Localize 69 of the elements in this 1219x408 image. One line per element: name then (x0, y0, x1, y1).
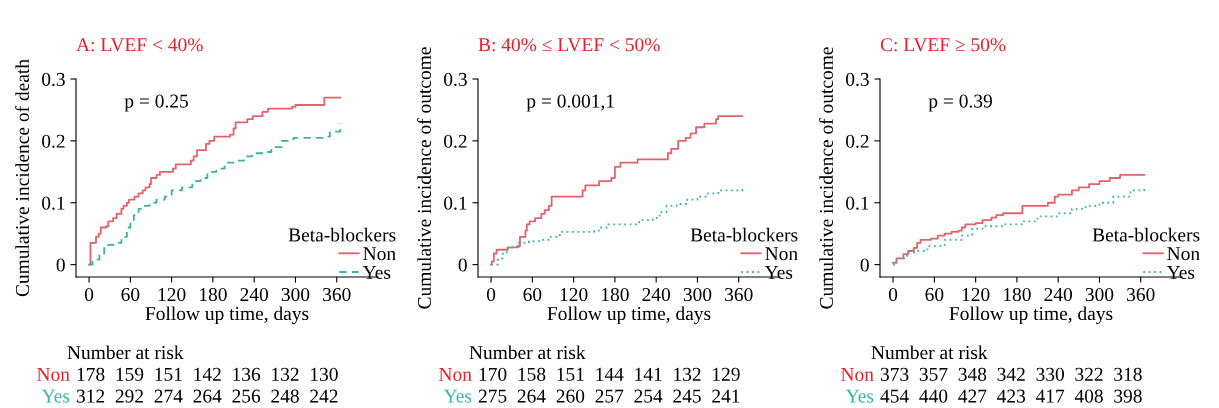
x-axis-title: Follow up time, days (145, 306, 309, 325)
y-tick-label: 0.3 (846, 72, 869, 87)
y-tick-label: 0 (56, 258, 65, 272)
x-tick-label: 0 (888, 287, 898, 302)
text: Number at risk (67, 345, 184, 360)
y-axis-title: Cumulative incidence of outcome (819, 47, 833, 309)
x-tick-label: 120 (158, 287, 186, 302)
legend-label: Yes (764, 266, 793, 279)
x-tick-label: 60 (925, 287, 944, 302)
x-tick-label: 180 (602, 287, 629, 302)
text: Yes (443, 389, 472, 403)
chart-title: B: 40% ≤ LVEF < 50% (478, 38, 660, 52)
x-tick-label: 360 (323, 287, 351, 302)
legend-title: Beta-blockers (288, 227, 396, 242)
y-tick-label: 0 (860, 258, 869, 272)
y-tick-label: 0.3 (42, 72, 65, 87)
text: Yes (845, 389, 874, 403)
x-axis-title: Follow up time, days (949, 306, 1113, 325)
annotation: p = 0.39 (928, 94, 992, 112)
annotation: p = 0.001,1 (526, 94, 614, 112)
x-tick-label: 240 (642, 287, 671, 302)
chart-title: A: LVEF < 40% (76, 38, 203, 52)
legend-title: Beta-blockers (690, 227, 798, 242)
x-tick-label: 300 (683, 287, 712, 302)
y-tick-label: 0.1 (444, 196, 467, 210)
legend-label: Yes (1166, 266, 1195, 279)
text: Number at risk (871, 345, 988, 360)
x-tick-label: 120 (962, 287, 990, 302)
x-tick-label: 60 (523, 287, 542, 302)
y-tick-label: 0 (458, 258, 467, 272)
legend-title: Beta-blockers (1092, 227, 1200, 242)
x-tick-label: 240 (1044, 287, 1073, 302)
x-tick-label: 60 (121, 287, 140, 302)
x-tick-label: 120 (560, 287, 588, 302)
x-tick-label: 180 (1004, 287, 1031, 302)
x-tick-label: 300 (1085, 287, 1114, 302)
x-tick-label: 360 (1127, 287, 1155, 302)
y-tick-label: 0.2 (444, 134, 467, 148)
y-axis-title: Cumulative incidence of outcome (417, 47, 431, 309)
text: 178 159 151 142 136 132 130 (77, 367, 338, 381)
x-axis-title: Follow up time, days (547, 306, 711, 325)
text: 312 292 274 264 256 248 242 (76, 389, 338, 403)
y-tick-label: 0.3 (444, 72, 467, 87)
legend-label: Non (363, 247, 396, 261)
chart-title: C: LVEF ≥ 50% (880, 38, 1006, 52)
x-tick-label: 0 (84, 287, 94, 302)
x-tick-label: 360 (725, 287, 753, 302)
text: Number at risk (469, 345, 586, 360)
text: Non (37, 367, 70, 381)
x-tick-label: 180 (200, 287, 227, 302)
legend-label: Yes (362, 266, 391, 279)
y-axis-title: Cumulative incidence of death (15, 59, 29, 297)
y-tick-label: 0.2 (42, 134, 65, 148)
text: 170 158 151 144 141 132 129 (479, 367, 740, 381)
y-tick-label: 0.1 (846, 196, 869, 210)
text: Non (439, 367, 472, 381)
y-tick-label: 0.1 (42, 196, 65, 210)
x-tick-label: 300 (281, 287, 310, 302)
text: 275 264 260 257 254 245 241 (478, 389, 740, 403)
annotation: p = 0.25 (124, 94, 188, 112)
legend-label: Non (765, 247, 798, 261)
text: Non (841, 367, 874, 381)
text: 373 357 348 342 330 322 318 (880, 367, 1142, 381)
text: Yes (41, 389, 70, 403)
y-tick-label: 0.2 (846, 134, 869, 148)
x-tick-label: 0 (486, 287, 496, 302)
legend-label: Non (1167, 247, 1200, 261)
text: 454 440 427 423 417 408 398 (880, 389, 1142, 403)
x-tick-label: 240 (240, 287, 269, 302)
